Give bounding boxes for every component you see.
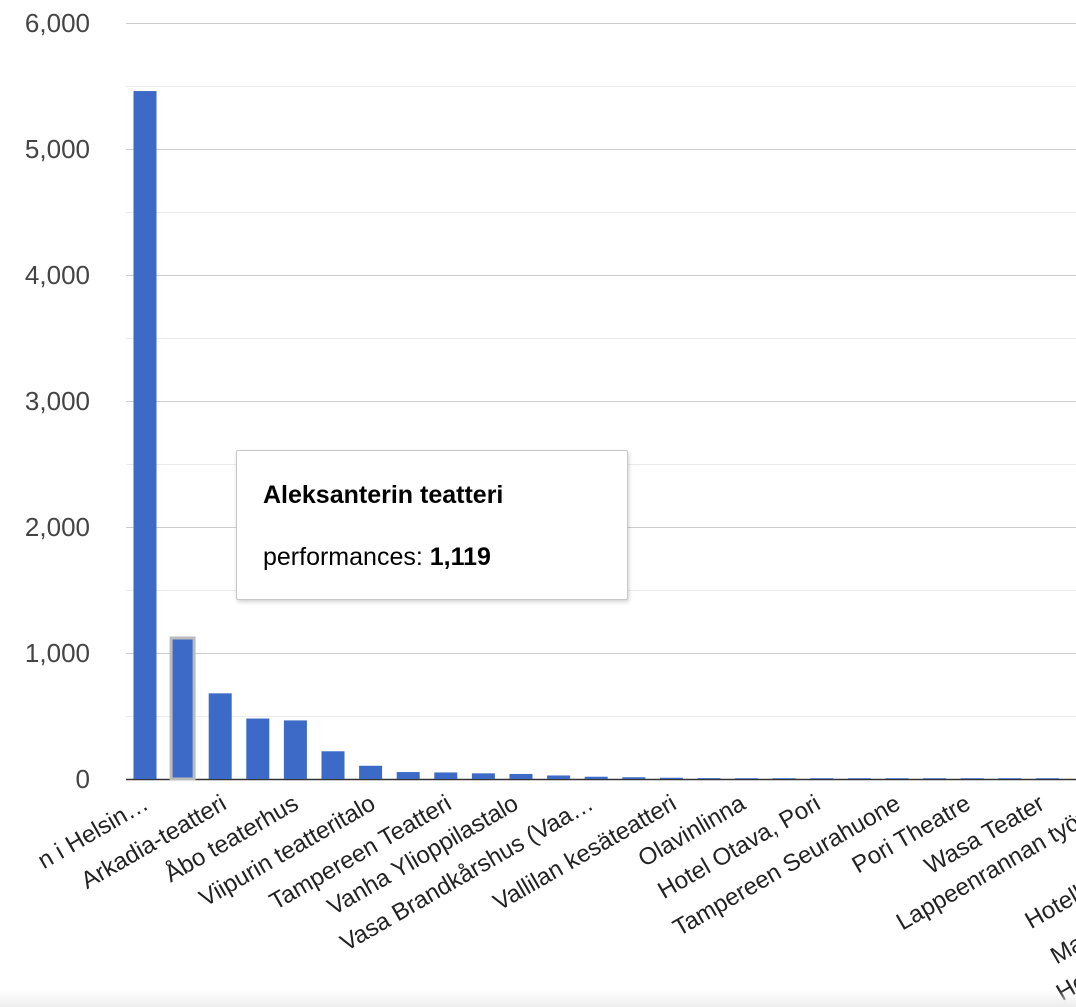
tooltip: Aleksanterin teatteri performances: 1,11… [236, 450, 628, 600]
bar[interactable] [1035, 778, 1059, 779]
bar[interactable] [960, 778, 984, 779]
tooltip-value: 1,119 [429, 543, 491, 571]
bar[interactable] [847, 778, 871, 779]
bar[interactable] [885, 778, 909, 779]
bar[interactable] [509, 773, 533, 779]
tooltip-value-row: performances: 1,119 [263, 543, 491, 572]
bar[interactable] [697, 778, 721, 779]
tooltip-series-label: performances: [263, 543, 430, 571]
bar[interactable] [321, 751, 345, 779]
bar[interactable] [396, 772, 420, 779]
bar[interactable] [471, 773, 495, 779]
bar[interactable] [359, 765, 383, 779]
bottom-scroll-shadow [0, 990, 1076, 1007]
bar[interactable] [659, 777, 683, 779]
bar[interactable] [584, 776, 608, 779]
bar[interactable] [998, 778, 1022, 779]
bar[interactable] [772, 778, 796, 779]
y-tick-label: 5,000 [25, 134, 90, 164]
bar[interactable] [547, 775, 571, 779]
bar[interactable] [622, 777, 646, 779]
tooltip-title: Aleksanterin teatteri [263, 481, 504, 509]
y-tick-label: 6,000 [25, 8, 90, 38]
bar[interactable] [208, 693, 232, 779]
y-tick-label: 4,000 [25, 260, 90, 290]
y-tick-label: 2,000 [25, 512, 90, 542]
bar[interactable] [810, 778, 834, 779]
x-tick-label: Hotelli Se [1021, 860, 1076, 935]
y-tick-label: 3,000 [25, 386, 90, 416]
bar[interactable] [246, 718, 270, 779]
y-tick-label: 1,000 [25, 638, 90, 668]
bar[interactable] [923, 778, 947, 779]
bar[interactable] [283, 720, 307, 779]
y-axis-ticks: 6,000 5,000 4,000 3,000 2,000 1,000 0 [25, 8, 90, 794]
bar[interactable] [434, 772, 458, 779]
bars [133, 91, 1059, 781]
bar[interactable] [735, 778, 759, 779]
bar[interactable] [133, 91, 157, 780]
y-tick-label: 0 [76, 764, 90, 794]
bar[interactable] [169, 636, 196, 781]
gridlines [126, 23, 1076, 781]
